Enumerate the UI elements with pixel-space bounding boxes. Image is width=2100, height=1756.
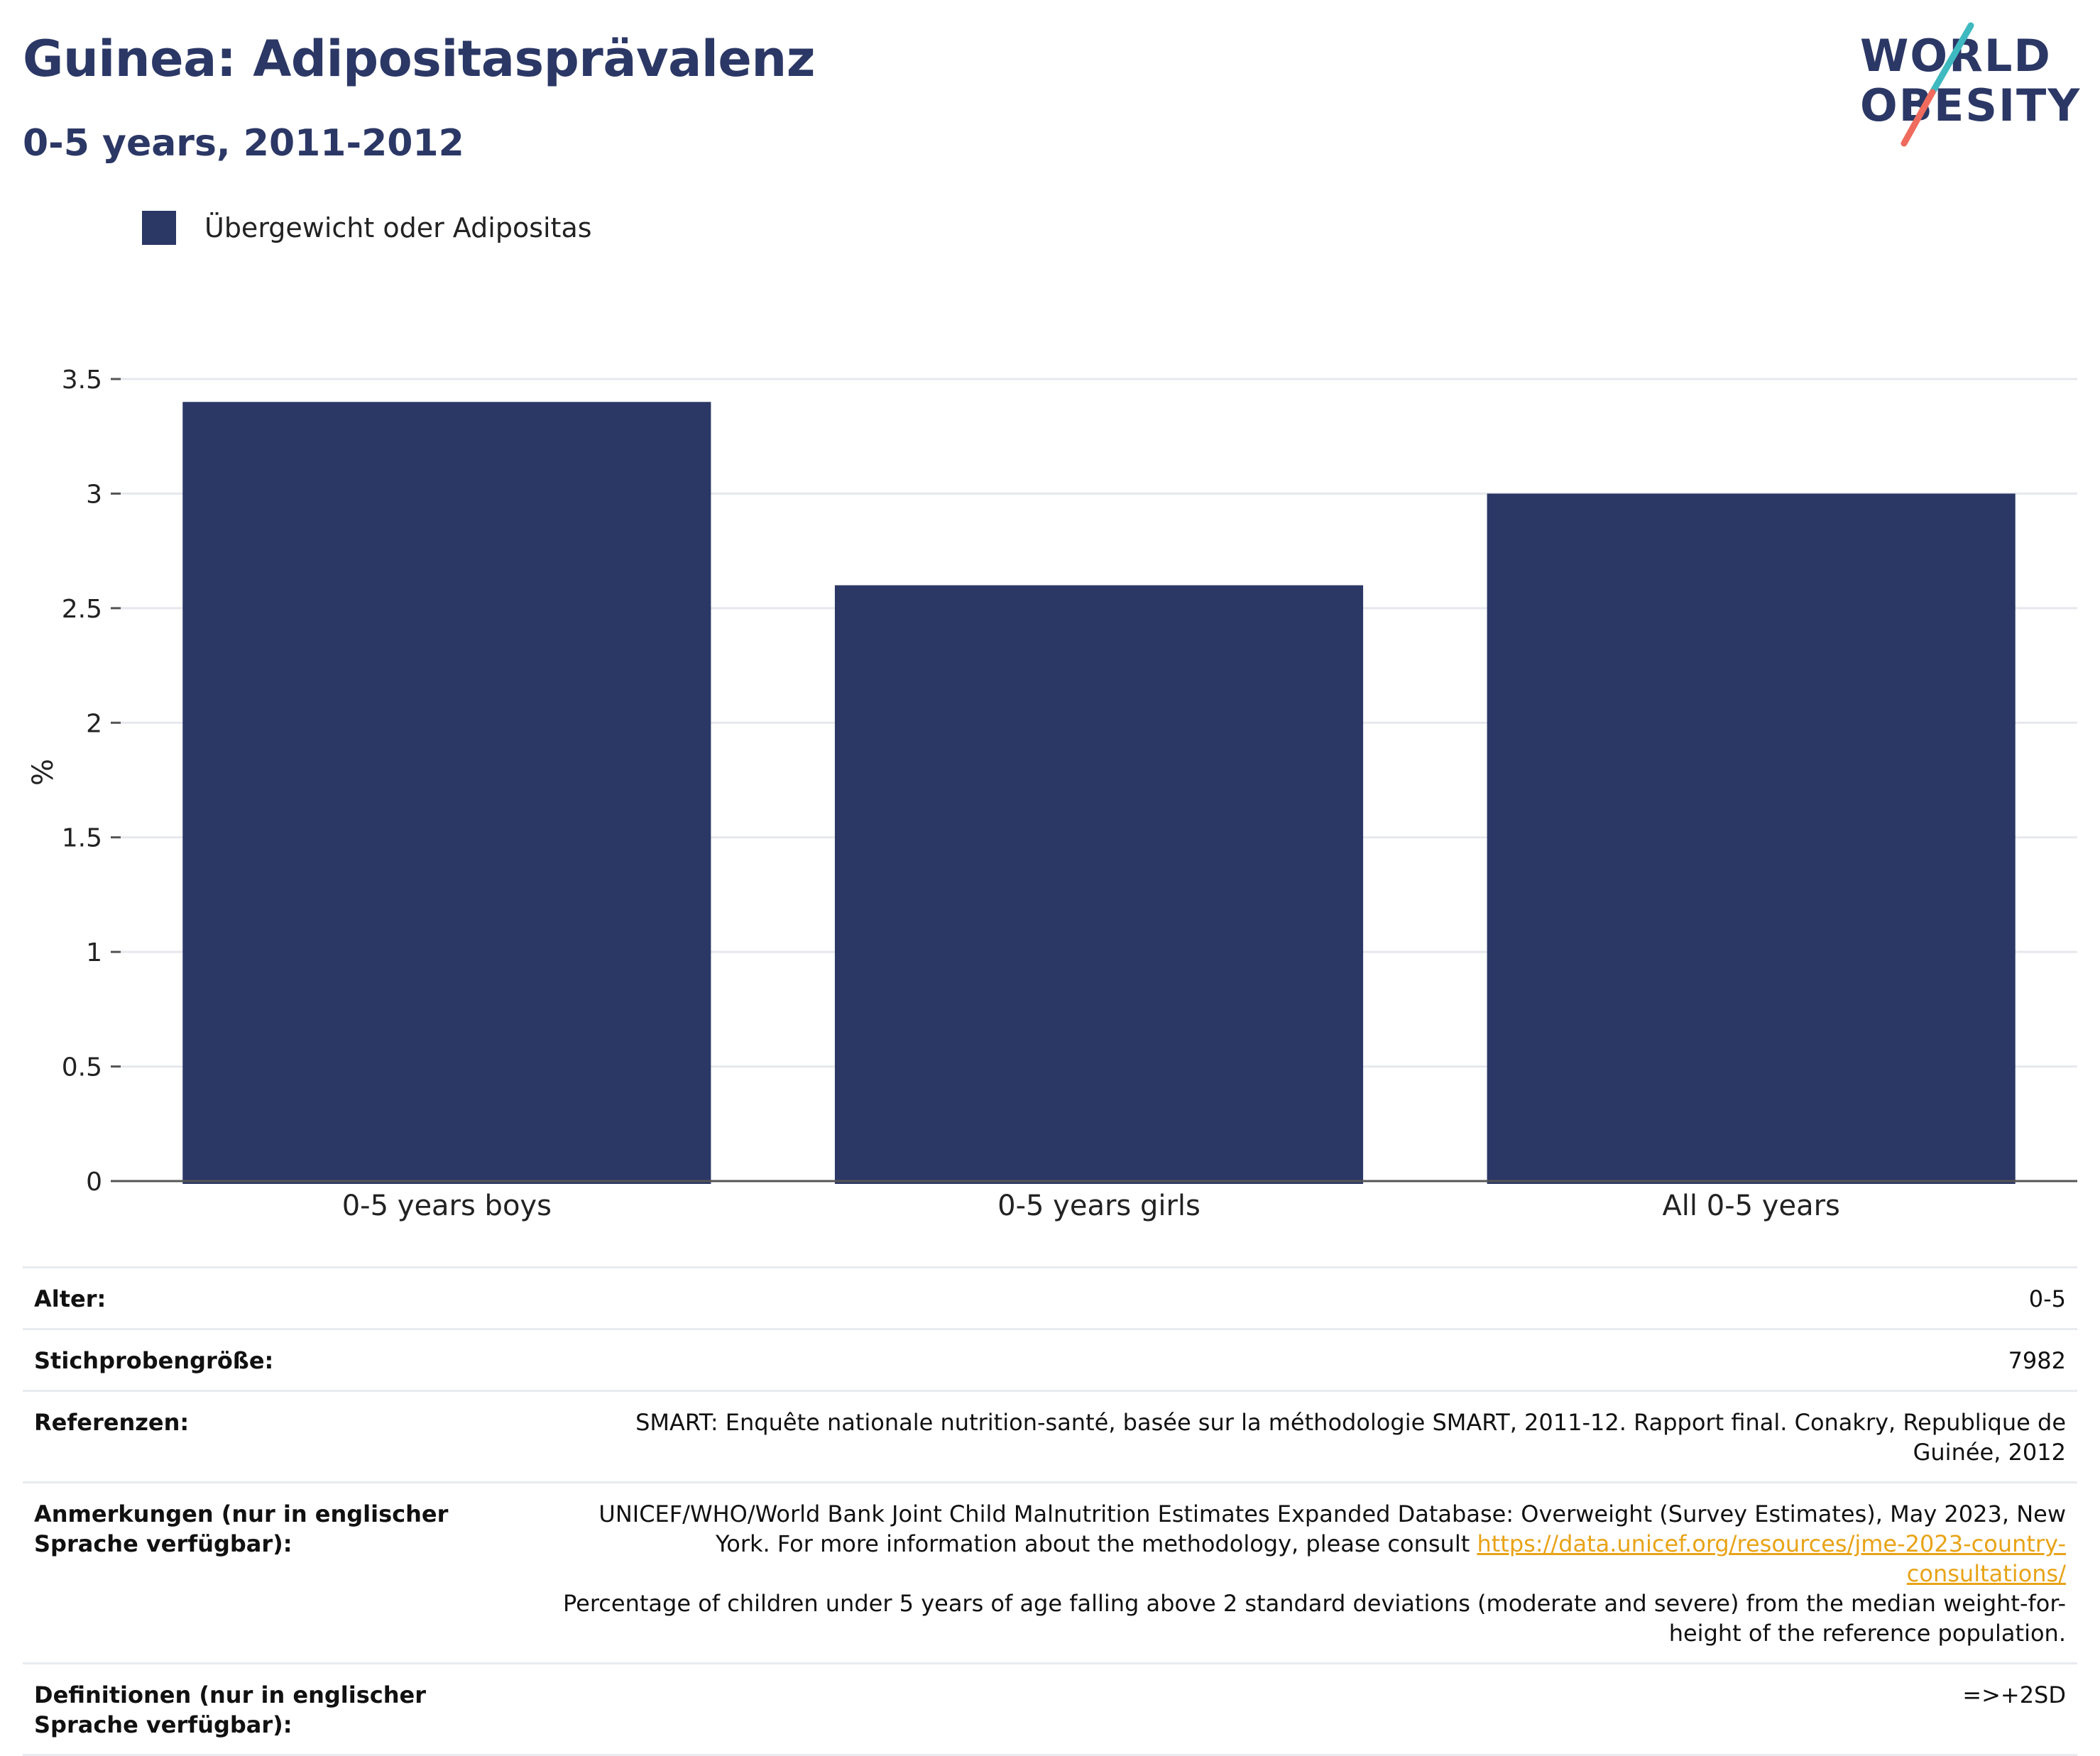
legend[interactable]: Übergewicht oder Adipositas [142,210,592,246]
info-value-notes: UNICEF/WHO/World Bank Joint Child Malnut… [559,1499,2066,1648]
info-row-definitions: Definitionen (nur in englischer Sprache … [23,1662,2077,1756]
legend-swatch [142,211,176,245]
chart-title: Guinea: Adipositasprävalenz [23,30,815,88]
notes-text-after: Percentage of children under 5 years of … [563,1590,2066,1647]
bar-chart: 0 0.5 1 1.5 2 2.5 3 3.5 0-5 years boys 0-5 years … [27,366,2077,1222]
info-value-sample-size: 7982 [2008,1347,2066,1374]
chart-subtitle: 0-5 years, 2011-2012 [23,122,464,165]
info-label-notes: Anmerkungen (nur in englischer Sprache v… [34,1500,449,1557]
x-tick-label: 0-5 years girls [997,1190,1201,1222]
info-row-notes: Anmerkungen (nur in englischer Sprache v… [23,1481,2077,1662]
x-tick-label: All 0-5 years [1662,1190,1839,1222]
y-axis-title: % [27,759,60,786]
info-label-definitions: Definitionen (nur in englischer Sprache … [34,1681,426,1738]
bar[interactable] [182,402,711,1185]
logo-line-obesity: OBESITY [1860,79,2081,131]
info-table: Alter: 0-5 Stichprobengröße: 7982 Refere… [23,1266,2077,1756]
info-label-references: Referenzen: [34,1409,190,1436]
y-tick-label: 1.5 [62,824,102,853]
bar[interactable] [834,585,1364,1184]
info-row-age: Alter: 0-5 [23,1266,2077,1328]
logo-slash-bottom [1901,89,1936,147]
y-tick-label: 1 [86,938,102,967]
y-tick-label: 2.5 [62,595,102,624]
y-tick-label: 3.5 [62,366,102,395]
info-value-definitions: =>+2SD [1962,1681,2066,1708]
info-label-age: Alter: [34,1285,106,1312]
info-value-references: SMART: Enquête nationale nutrition-santé… [635,1409,2066,1466]
notes-link[interactable]: https://data.unicef.org/resources/jme-20… [1477,1530,2066,1587]
axes: 0 0.5 1 1.5 2 2.5 3 3.5 0-5 years boys 0-5 years … [62,366,2077,1222]
info-label-sample-size: Stichprobengröße: [34,1347,274,1374]
bars [182,402,2016,1185]
x-tick-label: 0-5 years boys [342,1190,552,1222]
legend-label: Übergewicht oder Adipositas [204,212,592,243]
world-obesity-logo: WORLD OBESITY [1860,22,2081,147]
info-row-references: Referenzen: SMART: Enquête nationale nut… [23,1390,2077,1481]
info-row-sample-size: Stichprobengröße: 7982 [23,1328,2077,1390]
y-tick-label: 3 [86,480,102,509]
y-tick-label: 0 [86,1168,102,1197]
y-tick-label: 0.5 [62,1053,102,1082]
logo-slash-top [1929,22,1974,96]
info-value-age: 0-5 [2028,1285,2066,1312]
notes-text-before: UNICEF/WHO/World Bank Joint Child Malnut… [598,1500,2066,1557]
bar[interactable] [1487,493,2016,1184]
y-tick-label: 2 [86,709,102,738]
